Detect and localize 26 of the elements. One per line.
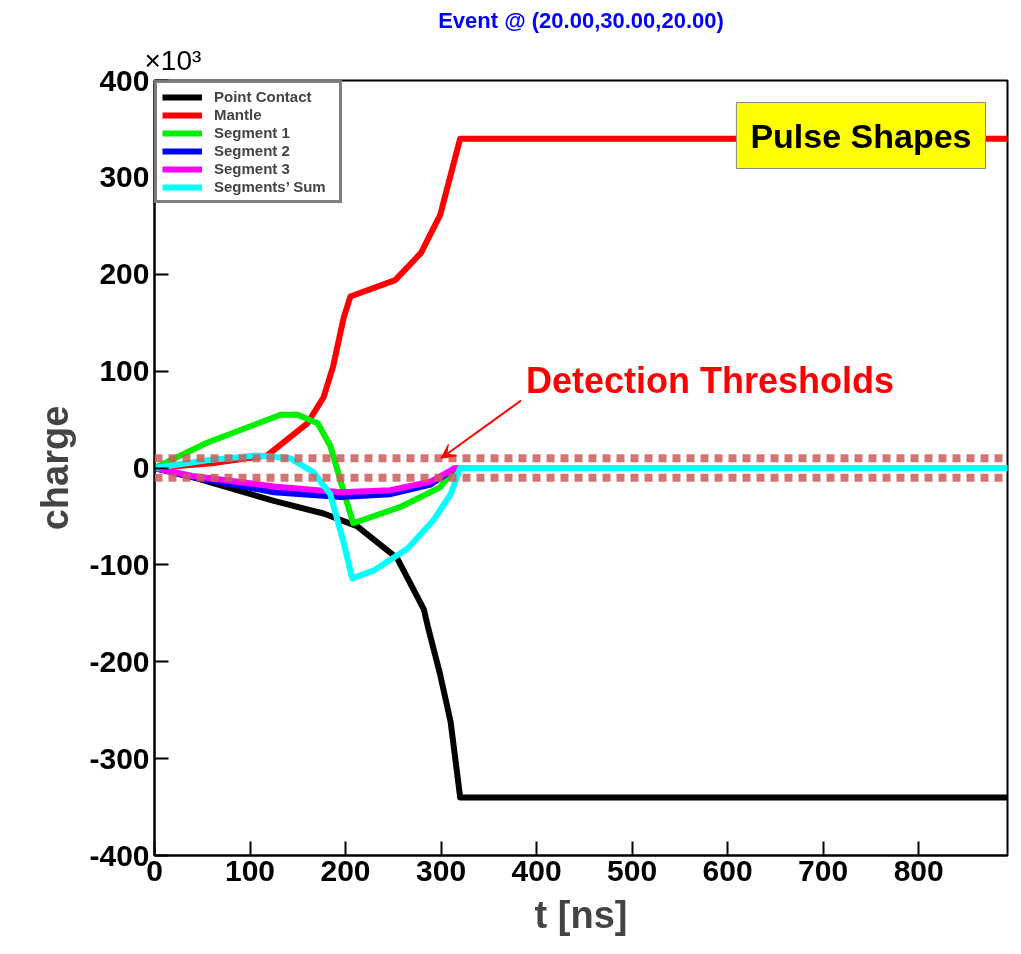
x-axis-title: t [ns] — [534, 893, 628, 936]
y-tick-label: 0 — [132, 451, 150, 484]
y-tick-label: 200 — [99, 257, 150, 291]
legend-label: Segment 3 — [214, 160, 291, 177]
y-tick-label: -300 — [89, 741, 150, 775]
x-tick-label: 500 — [607, 853, 658, 887]
y-tick-label: 100 — [99, 354, 150, 388]
x-tick-label: 800 — [893, 853, 944, 887]
legend-label: Mantle — [214, 106, 263, 123]
y-tick-label: 300 — [99, 160, 150, 194]
legend-label: Segment 2 — [214, 142, 291, 159]
x-tick-label: 600 — [702, 853, 753, 887]
x-tick-label: 400 — [511, 853, 562, 887]
y-tick-label: -100 — [89, 547, 150, 581]
x-tick-label: 100 — [224, 853, 276, 887]
x-tick-label: 700 — [798, 853, 849, 887]
y-axis-title: charge — [34, 405, 77, 531]
x-tick-label: 200 — [320, 853, 371, 887]
legend-label: Segments’ Sum — [214, 178, 327, 195]
legend-label: Point Contact — [214, 88, 313, 105]
y-tick-label: -200 — [89, 644, 150, 678]
legend-label: Segment 1 — [214, 124, 291, 141]
annotation: Pulse Shapes — [750, 116, 972, 155]
annotation: Detection Thresholds — [526, 359, 895, 401]
chart-title: Event @ (20.00,30.00,20.00) — [438, 7, 724, 33]
x-tick-label: 300 — [416, 853, 467, 887]
